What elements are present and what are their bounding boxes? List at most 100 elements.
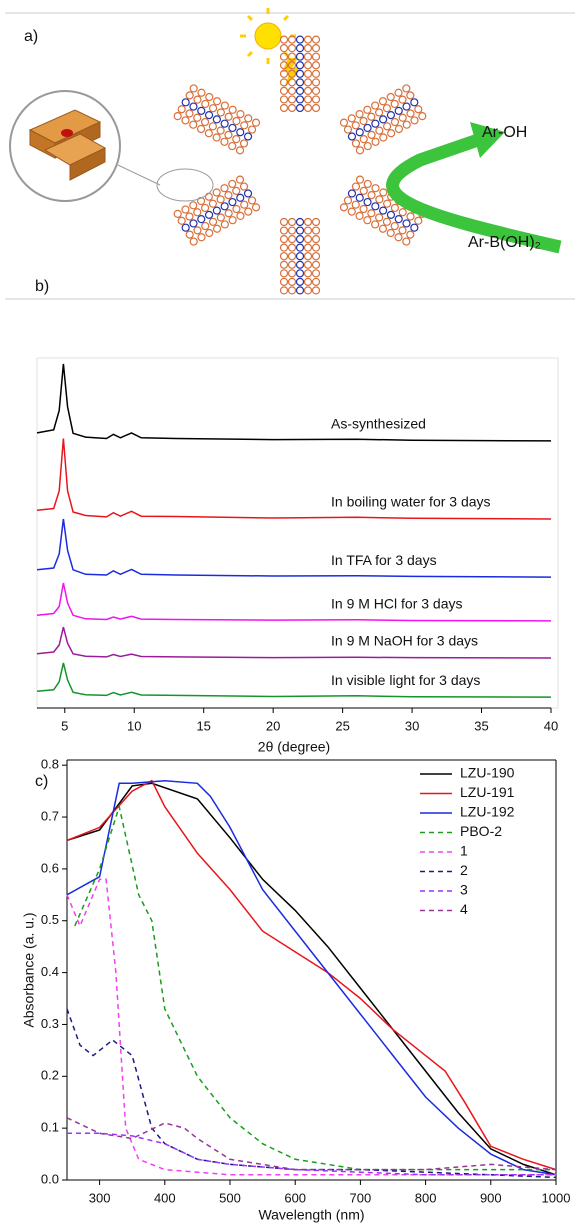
ring-unit [394,88,403,97]
ring-unit [239,182,249,191]
ring-unit [200,203,210,213]
ring-unit [189,84,198,93]
ring-unit [355,193,364,202]
ring-unit [367,112,376,121]
ring-unit [173,209,182,218]
ring-unit [394,215,403,224]
ring-unit [181,205,190,214]
panel-label: a) [24,28,38,45]
ring-unit [311,103,321,113]
ring-unit [363,105,372,114]
x-tick-label: 400 [154,1190,176,1205]
ring-unit [398,113,407,122]
ring-unit [287,226,297,235]
ring-unit [251,203,261,212]
x-tick-label: 5 [61,718,68,733]
ring-unit [295,86,305,96]
ring-unit [279,103,289,113]
ring-unit [303,86,313,96]
ring-unit [189,201,198,210]
ring-unit [244,114,253,123]
ring-unit [216,108,225,117]
ring-unit [287,103,297,113]
series-line [66,782,557,1176]
ring-unit [228,179,237,189]
x-tick-label: 700 [350,1190,372,1205]
ring-unit [287,95,297,104]
series-line [36,626,552,659]
ring-unit [339,118,349,127]
ring-unit [343,196,353,205]
ring-unit [295,226,305,235]
ring-unit [363,141,372,151]
ring-unit [208,122,217,131]
ring-unit [279,95,289,104]
ring-unit [410,98,419,107]
ring-unit [379,188,388,197]
ring-unit [181,223,190,232]
ring-unit [177,105,186,114]
ring-unit [347,189,357,198]
ring-unit [383,199,392,208]
y-tick-label: 0.2 [41,1068,59,1083]
ring-unit [295,277,305,286]
ring-unit [236,128,245,137]
ring-unit [228,141,237,151]
ring-unit [220,137,229,146]
framework-illustration [173,35,427,295]
ring-unit [303,217,313,227]
ring-unit [193,208,202,217]
ring-unit [355,109,364,119]
series-label: In 9 M NaOH for 3 days [331,633,478,649]
ring-unit [181,116,190,125]
ring-unit [220,184,229,193]
ring-unit [359,116,368,126]
ring-unit [406,91,415,100]
series-label: In boiling water for 3 days [331,494,491,510]
ring-unit [224,112,233,121]
series-line [66,779,557,1176]
ring-unit [287,78,297,87]
ring-unit [347,114,356,123]
ring-unit [279,69,289,78]
ring-unit [386,111,396,120]
y-tick-label: 0.5 [41,912,59,927]
ring-unit [212,206,221,215]
ring-unit [279,52,289,61]
ring-unit [240,200,249,209]
ring-unit [216,213,225,222]
ring-unit [240,121,249,130]
ring-unit [232,135,241,144]
ring-unit [189,237,198,246]
ring-unit [303,52,313,61]
ring-unit [311,243,321,252]
ring-unit [287,52,297,61]
ring-unit [351,182,361,191]
x-tick-label: 20 [266,718,280,733]
ring-unit [303,44,313,53]
x-tick-label: 1000 [542,1190,571,1205]
ring-unit [185,91,194,100]
ring-unit [205,92,214,102]
ring-unit [197,106,206,115]
ring-unit [196,196,206,206]
series-label: In visible light for 3 days [331,672,480,688]
ring-unit [311,52,321,61]
series-line [36,438,552,520]
panel-label: b) [35,278,49,295]
ring-unit [208,217,218,226]
ring-unit [355,146,365,155]
reaction-arrow [386,122,562,254]
ring-unit [212,188,221,197]
legend-label: 4 [460,901,468,917]
legend-label: 2 [460,862,468,878]
ring-unit [303,61,313,70]
ring-unit [311,260,321,269]
ring-unit [287,44,297,53]
series-line [36,518,552,578]
ring-unit [402,219,411,228]
ring-unit [295,95,305,104]
x-tick-label: 300 [89,1190,111,1205]
legend-label: PBO-2 [460,823,502,839]
ring-unit [193,226,202,235]
